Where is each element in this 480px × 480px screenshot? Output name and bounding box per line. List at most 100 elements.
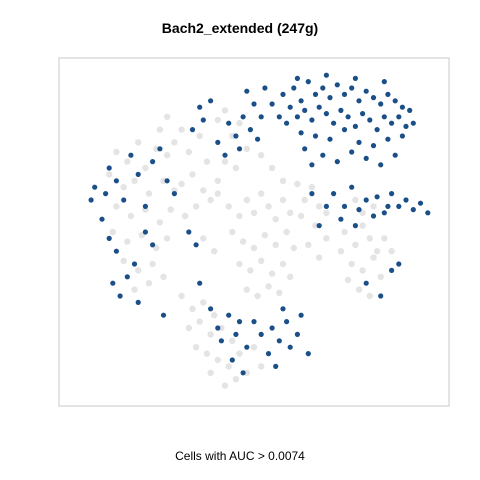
- cell-point: [308, 184, 316, 191]
- auc-cell-point: [392, 98, 398, 104]
- auc-cell-point: [298, 130, 304, 136]
- cell-point: [236, 120, 243, 127]
- auc-cell-point: [349, 85, 355, 91]
- cell-point: [160, 273, 167, 280]
- auc-cell-point: [338, 216, 344, 222]
- cell-point: [352, 241, 359, 248]
- cell-point: [149, 260, 156, 268]
- auc-cell-point: [92, 184, 98, 190]
- auc-cell-point: [229, 357, 235, 363]
- auc-cell-point: [294, 75, 300, 81]
- auc-cell-point: [240, 114, 246, 120]
- auc-cell-point: [356, 207, 362, 213]
- cell-point: [250, 344, 258, 351]
- auc-cell-point: [378, 101, 384, 107]
- cell-point: [344, 276, 352, 284]
- auc-cell-point: [262, 85, 268, 91]
- auc-cell-point: [113, 248, 119, 254]
- auc-cell-point: [110, 280, 116, 286]
- cell-point: [207, 196, 214, 204]
- auc-cell-point: [284, 319, 290, 325]
- auc-cell-point: [88, 197, 94, 203]
- auc-cell-point: [273, 363, 279, 369]
- cell-point: [258, 363, 265, 370]
- auc-cell-point: [356, 98, 362, 104]
- cell-point: [388, 248, 395, 255]
- auc-cell-point: [287, 104, 293, 110]
- auc-cell-point: [269, 325, 275, 331]
- auc-cell-point: [334, 159, 340, 165]
- auc-cell-point: [103, 191, 109, 197]
- cell-point: [163, 113, 171, 121]
- auc-cell-point: [284, 120, 290, 126]
- auc-cell-point: [135, 299, 141, 305]
- auc-cell-point: [389, 191, 395, 197]
- auc-cell-point: [352, 75, 358, 81]
- auc-cell-point: [215, 139, 221, 145]
- cell-point: [113, 203, 120, 210]
- auc-cell-point: [294, 114, 300, 120]
- cell-point: [370, 254, 377, 261]
- auc-cell-point: [396, 114, 402, 120]
- cell-point: [279, 260, 287, 268]
- cell-point: [131, 177, 138, 184]
- cell-point: [279, 196, 287, 204]
- cell-point: [196, 132, 203, 140]
- auc-cell-point: [258, 114, 264, 120]
- auc-cell-point: [157, 146, 163, 152]
- cell-point: [200, 187, 207, 194]
- cell-point: [232, 376, 240, 383]
- cell-point: [145, 190, 153, 197]
- auc-cell-point: [197, 280, 203, 286]
- auc-cell-point: [378, 293, 384, 299]
- cell-point: [127, 212, 135, 220]
- cell-point: [254, 292, 261, 300]
- chart-title: Bach2_extended (247g): [161, 20, 319, 36]
- auc-cell-point: [349, 149, 355, 155]
- cell-point: [120, 184, 127, 191]
- cell-point: [131, 286, 138, 293]
- cell-point: [229, 228, 236, 236]
- auc-cell-point: [381, 79, 387, 85]
- auc-cell-point: [396, 261, 402, 267]
- auc-cell-point: [193, 242, 199, 248]
- auc-cell-point: [124, 274, 130, 280]
- cell-point: [145, 280, 153, 287]
- cell-point: [120, 257, 127, 264]
- cell-point: [243, 286, 250, 293]
- auc-cell-point: [150, 242, 156, 248]
- auc-cell-point: [186, 229, 192, 235]
- auc-cell-point: [381, 210, 387, 216]
- cell-point: [236, 260, 243, 268]
- auc-cell-point: [142, 229, 148, 235]
- auc-cell-point: [425, 210, 431, 216]
- cell-point: [207, 369, 214, 376]
- cell-point: [225, 203, 232, 210]
- auc-cell-point: [287, 344, 293, 350]
- auc-cell-point: [298, 312, 304, 318]
- cell-point: [381, 235, 388, 242]
- cell-point: [182, 212, 189, 220]
- cell-point: [258, 257, 265, 264]
- auc-cell-point: [226, 120, 232, 126]
- cell-point: [290, 244, 297, 252]
- auc-cell-point: [363, 155, 369, 161]
- auc-cell-point: [370, 143, 377, 149]
- auc-cell-point: [349, 184, 355, 190]
- cell-point: [214, 356, 221, 364]
- auc-cell-point: [323, 111, 329, 117]
- auc-cell-point: [331, 191, 337, 197]
- cell-point: [214, 190, 221, 197]
- auc-cell-point: [331, 120, 337, 126]
- auc-cell-point: [389, 120, 395, 126]
- cell-point: [316, 254, 323, 261]
- auc-cell-point: [363, 88, 369, 94]
- auc-cell-point: [280, 306, 286, 312]
- cell-point: [276, 289, 283, 296]
- auc-cell-point: [360, 111, 366, 117]
- cell-point: [359, 267, 366, 274]
- auc-cell-point: [208, 306, 214, 312]
- cell-point: [214, 116, 221, 124]
- auc-cell-point: [378, 162, 384, 168]
- auc-cell-point: [370, 213, 377, 219]
